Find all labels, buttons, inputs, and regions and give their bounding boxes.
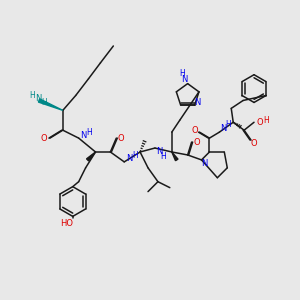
Text: H: H <box>41 98 47 107</box>
Text: O: O <box>191 126 198 135</box>
Text: O: O <box>251 139 257 148</box>
Text: H: H <box>225 120 231 129</box>
Text: O: O <box>193 138 200 147</box>
Polygon shape <box>38 99 63 110</box>
Text: O: O <box>118 134 124 142</box>
Text: H: H <box>132 152 138 160</box>
Text: H: H <box>160 152 166 161</box>
Text: H: H <box>179 69 184 78</box>
Text: N: N <box>220 124 226 133</box>
Text: N: N <box>156 148 162 157</box>
Text: O: O <box>257 118 263 127</box>
Text: H: H <box>263 116 269 125</box>
Text: O: O <box>41 134 47 142</box>
Text: N: N <box>194 98 201 107</box>
Text: N: N <box>80 130 87 140</box>
Text: N: N <box>182 75 188 84</box>
Text: HO: HO <box>60 219 73 228</box>
Text: N: N <box>201 159 208 168</box>
Text: N: N <box>35 94 41 103</box>
Text: H: H <box>87 128 92 137</box>
Polygon shape <box>172 152 178 161</box>
Text: N: N <box>126 154 132 164</box>
Text: H: H <box>29 91 35 100</box>
Polygon shape <box>86 152 95 161</box>
